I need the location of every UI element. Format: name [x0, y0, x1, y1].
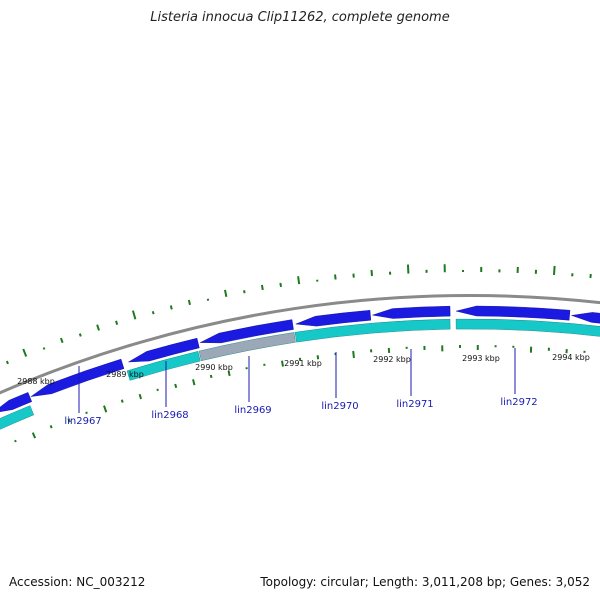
tick: [115, 320, 119, 325]
tick: [31, 432, 37, 439]
tick: [103, 405, 108, 413]
reverse-strand-genes: [0, 318, 600, 430]
tick: [334, 274, 337, 280]
kbp-label: 2992 kbp: [373, 355, 411, 364]
tick: [279, 282, 282, 288]
tick: [553, 265, 556, 275]
forward-gene: [200, 319, 294, 344]
tick: [78, 333, 82, 337]
genome-summary: Topology: circular; Length: 3,011,208 bp…: [260, 575, 590, 589]
tick: [131, 310, 137, 320]
gene-label: lin2967: [64, 416, 101, 427]
gene-label: lin2968: [151, 410, 188, 421]
gene-label: lin2971: [396, 399, 433, 410]
reverse-gene: [0, 405, 35, 430]
forward-gene: [30, 358, 125, 397]
reverse-gene: [126, 351, 201, 381]
tick: [14, 439, 17, 443]
tick: [22, 348, 28, 357]
reverse-gene: [455, 318, 600, 337]
tick: [192, 379, 196, 386]
tick: [297, 276, 301, 285]
gene-label: lin2969: [234, 405, 271, 416]
tick: [316, 355, 320, 360]
tick: [352, 350, 355, 359]
forward-gene: [295, 310, 372, 327]
tick: [156, 388, 159, 392]
kbp-label: 2990 kbp: [195, 363, 233, 372]
forward-gene: [372, 305, 451, 319]
kbp-label: 2993 kbp: [462, 354, 500, 363]
tick: [243, 290, 246, 294]
kbp-labels: 2988 kbp 2989 kbp 2990 kbp 2991 kbp 2992 kbp…: [17, 353, 590, 386]
reverse-gene: [198, 332, 296, 362]
kbp-label: 2994 kbp: [552, 353, 590, 362]
tick: [174, 383, 178, 389]
tick: [49, 424, 53, 429]
tick: [138, 393, 143, 400]
kbp-label: 2991 kbp: [284, 359, 322, 368]
forward-gene: [571, 312, 600, 324]
tick: [42, 347, 46, 350]
tick: [85, 411, 88, 415]
tick: [281, 360, 284, 367]
gene-label: lin2970: [321, 401, 358, 412]
gc-content-ticks: [14, 345, 586, 443]
gene-labels: lin2967 lin2968 lin2969 lin2970 lin2971 lin29…: [64, 397, 537, 427]
reverse-gene: [294, 318, 451, 343]
forward-gene: [128, 337, 200, 363]
tick: [96, 324, 100, 331]
gc-skew-ticks: [5, 264, 592, 365]
tick: [67, 418, 71, 423]
forward-gene: [0, 392, 33, 412]
tick: [209, 374, 213, 379]
tick: [59, 337, 64, 344]
tick: [224, 289, 228, 298]
forward-strand-genes: [0, 305, 600, 412]
kbp-label: 2989 kbp: [106, 370, 144, 379]
forward-gene: [456, 305, 571, 321]
map-title: Listeria innocua Clip11262, complete gen…: [150, 10, 450, 25]
kbp-label: 2988 kbp: [17, 377, 55, 386]
tick: [5, 360, 9, 365]
gene-label-leaders: [78, 348, 516, 413]
tick: [187, 299, 191, 306]
tick: [151, 311, 155, 315]
accession-text: Accession: NC_003212: [9, 575, 146, 589]
tick: [227, 370, 231, 377]
tick: [169, 305, 173, 310]
tick: [120, 399, 124, 403]
gene-label: lin2972: [500, 397, 537, 408]
tick: [260, 284, 264, 291]
